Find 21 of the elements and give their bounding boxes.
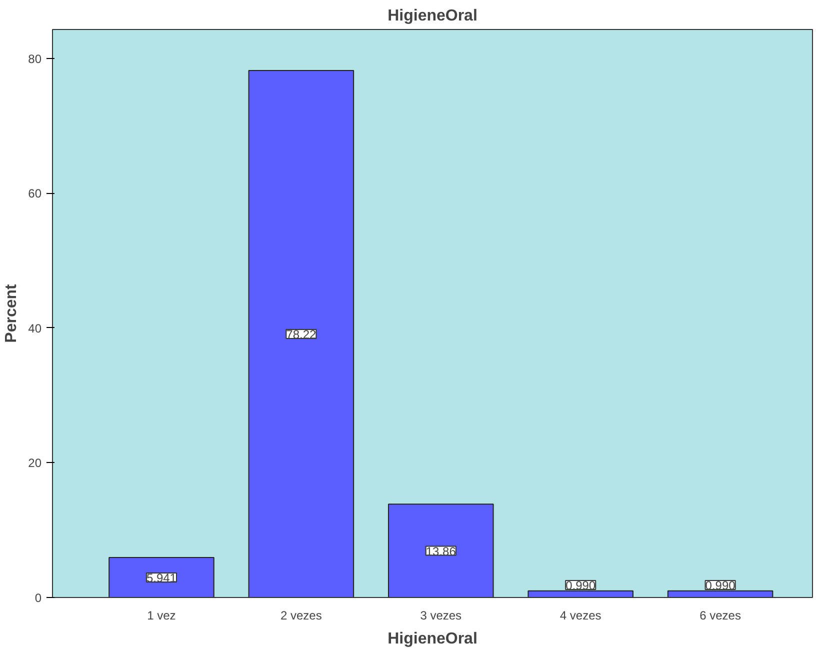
y-tick-label: 0 [34,591,42,605]
bar [528,590,634,598]
y-tick-label: 80 [28,52,42,66]
data-label: 78.22 [286,327,317,342]
x-axis-title: HigieneOral [388,630,478,648]
chart-title: HigieneOral [388,8,478,24]
x-tick-label: 4 vezes [560,608,602,622]
y-tick-label: 40 [28,321,42,336]
y-tick-label: 60 [28,186,42,201]
bar [108,556,214,598]
x-tick-label: 3 vezes [420,608,462,622]
y-axis-title: Percent [3,283,20,343]
bar [248,70,354,598]
x-tick-label: 2 vezes [280,608,322,622]
data-label: 0.990 [566,578,596,593]
y-tick-label: 20 [28,456,42,470]
x-tick-label: 6 vezes [700,608,741,622]
bar [388,504,494,598]
x-tick-label: 1 vez [147,608,176,622]
data-label: 5.941 [146,570,177,585]
bar [667,590,774,598]
